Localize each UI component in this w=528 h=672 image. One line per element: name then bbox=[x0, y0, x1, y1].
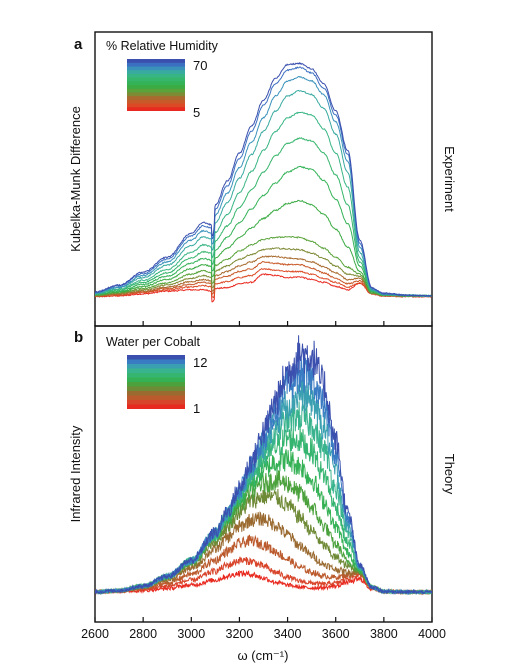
panel-a-series-13 bbox=[95, 66, 432, 298]
panel-a-series-10 bbox=[95, 111, 432, 298]
panel-a-series-11 bbox=[95, 89, 432, 298]
x-tick-label-2600: 2600 bbox=[81, 627, 109, 641]
panel-a-series-14 bbox=[95, 62, 432, 297]
x-tick-label-3200: 3200 bbox=[226, 627, 254, 641]
panel-b-series-6 bbox=[95, 470, 432, 596]
x-tick-label-2800: 2800 bbox=[129, 627, 157, 641]
panel-a-series-6 bbox=[95, 236, 432, 298]
panel-a-letter: a bbox=[74, 36, 83, 53]
x-tick-label-3000: 3000 bbox=[177, 627, 205, 641]
x-tick-label-3800: 3800 bbox=[370, 627, 398, 641]
panel-b-series-group bbox=[95, 335, 432, 596]
panel-a-series-9 bbox=[95, 137, 432, 298]
x-tick-label-3400: 3400 bbox=[274, 627, 302, 641]
panel-b-side-label: Theory bbox=[442, 454, 457, 495]
panel-a-series-7 bbox=[95, 199, 432, 298]
panel-b-ylabel: Infrared Intensity bbox=[68, 425, 83, 522]
panel-b-frame bbox=[94, 325, 433, 623]
panel-b-legend-min: 1 bbox=[193, 401, 200, 416]
x-tick-label-4000: 4000 bbox=[418, 627, 446, 641]
panel-b-legend-title: Water per Cobalt bbox=[106, 335, 201, 349]
panel-b: b Water per Cobalt 12 1 Infrared Intensi… bbox=[68, 325, 457, 623]
x-tick-label-3600: 3600 bbox=[322, 627, 350, 641]
panel-a-legend-title: % Relative Humidity bbox=[106, 39, 219, 53]
panel-a-ylabel: Kubelka-Munk Difference bbox=[68, 106, 83, 252]
panel-b-letter: b bbox=[74, 329, 83, 346]
panel-a-legend-max: 70 bbox=[193, 58, 207, 73]
panel-a-series-group bbox=[95, 62, 432, 303]
x-axis: 2600 2800 3000 3200 3400 3600 3800 4000 bbox=[81, 321, 446, 641]
panel-b-legend-bands bbox=[127, 355, 185, 410]
panel-a-side-label: Experiment bbox=[442, 146, 457, 212]
panel-a-legend-bands bbox=[127, 59, 185, 111]
panel-b-legend-max: 12 bbox=[193, 355, 207, 370]
panel-b-series-12 bbox=[95, 335, 432, 595]
panel-b-series-4 bbox=[95, 511, 432, 596]
x-axis-label: ω (cm⁻¹) bbox=[238, 648, 289, 663]
panel-a: a % Relative Humidity 70 5 Kubelka-Munk … bbox=[68, 31, 457, 327]
panel-a-legend-min: 5 bbox=[193, 105, 200, 120]
